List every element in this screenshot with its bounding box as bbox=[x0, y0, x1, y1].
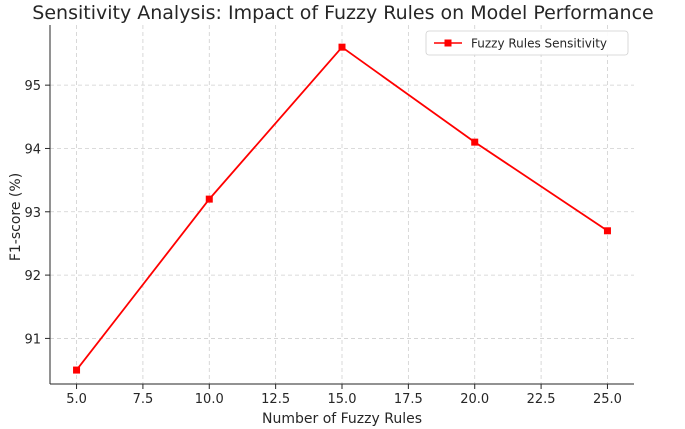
legend-box bbox=[425, 30, 629, 56]
y-axis-label: F1-score (%) bbox=[8, 173, 24, 261]
x-tick-label: 20.0 bbox=[460, 392, 489, 407]
y-tick-label: 92 bbox=[24, 269, 41, 284]
legend-entry-fuzzy-rules-sensitivity: Fuzzy Rules Sensitivity bbox=[471, 37, 607, 51]
x-tick-label: 25.0 bbox=[593, 392, 622, 407]
ticks: 5.0 7.5 10.0 12.5 15.0 17.5 20.0 22.5 25.0 91 92 93… bbox=[24, 79, 621, 407]
y-tick-label: 94 bbox=[24, 142, 41, 157]
legend: Fuzzy Rules Sensitivity bbox=[425, 30, 629, 56]
x-tick-label: 17.5 bbox=[394, 392, 423, 407]
y-tick-label: 93 bbox=[24, 206, 41, 221]
x-axis-label: Number of Fuzzy Rules bbox=[262, 411, 422, 427]
y-tick-label: 91 bbox=[24, 332, 41, 347]
x-tick-label: 15.0 bbox=[328, 392, 357, 407]
grid bbox=[50, 25, 634, 384]
data-point bbox=[471, 138, 479, 146]
data-point bbox=[603, 227, 611, 235]
chart-title: Sensitivity Analysis: Impact of Fuzzy Ru… bbox=[32, 2, 653, 24]
x-tick-label: 7.5 bbox=[133, 392, 154, 407]
data-point bbox=[338, 43, 346, 51]
x-tick-label: 10.0 bbox=[195, 392, 224, 407]
x-tick-label: 12.5 bbox=[261, 392, 290, 407]
x-tick-label: 22.5 bbox=[527, 392, 556, 407]
data-point bbox=[205, 195, 213, 203]
y-tick-label: 95 bbox=[24, 79, 41, 94]
axes bbox=[49, 25, 634, 385]
x-tick-label: 5.0 bbox=[66, 392, 87, 407]
data-point bbox=[73, 366, 81, 374]
legend-marker-swatch bbox=[444, 39, 452, 47]
series bbox=[73, 43, 611, 374]
